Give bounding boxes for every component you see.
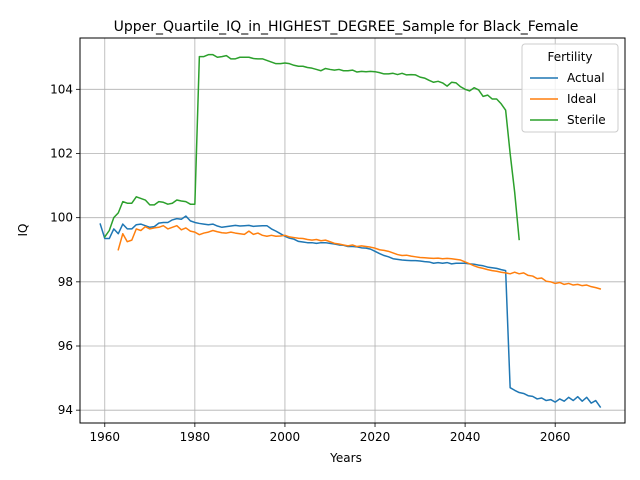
x-tick-label: 2020 [360,430,391,444]
x-axis-label: Years [329,451,362,465]
series-lines [99,53,602,409]
legend-box [521,43,619,133]
series-line-sterile [103,53,520,241]
legend-title: Fertility [547,50,592,64]
y-tick-label: 98 [58,275,73,289]
series-line-ideal [117,224,602,290]
x-tick-label: 1960 [89,430,120,444]
y-tick-label: 104 [50,82,73,96]
legend-label-actual: Actual [567,71,605,85]
plot-area-frame [79,37,626,424]
legend-label-ideal: Ideal [567,92,596,106]
y-axis-label: IQ [16,224,30,237]
legend: Fertility Actual Ideal Sterile [521,43,619,133]
legend-label-sterile: Sterile [567,113,606,127]
y-tick-label: 102 [50,147,73,161]
x-tick-label: 2000 [270,430,301,444]
series-line-actual [99,215,602,409]
x-tick-label: 2040 [450,430,481,444]
chart-title: Upper_Quartile_IQ_in_HIGHEST_DEGREE_Samp… [114,19,579,35]
y-tick-label: 100 [50,211,73,225]
x-tick-label: 2060 [540,430,571,444]
y-tick-label: 96 [58,339,73,353]
axis-ticks: 1960 1980 2000 2020 2040 2060 94 96 98 100 102 104 [50,82,570,444]
x-tick-label: 1980 [180,430,211,444]
y-tick-label: 94 [58,403,73,417]
